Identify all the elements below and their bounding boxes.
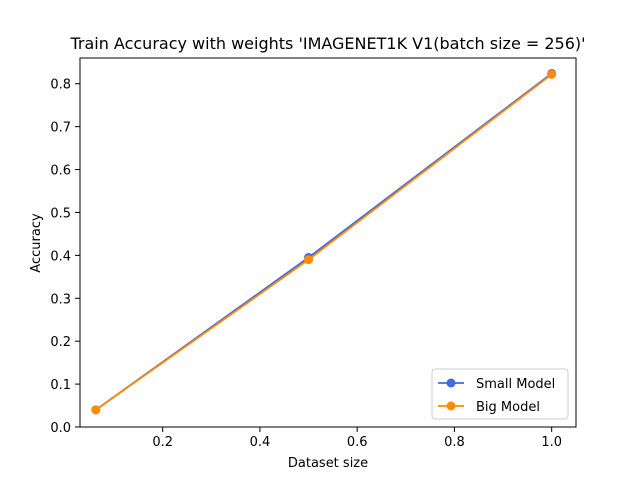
y-tick-label: 0.8 <box>50 78 71 93</box>
y-tick-label: 0.5 <box>50 206 71 221</box>
axes-frame <box>79 57 577 428</box>
legend-label: Big Model <box>476 400 540 415</box>
legend-box <box>431 368 569 420</box>
legend-marker <box>446 401 456 411</box>
data-point <box>304 255 314 265</box>
y-tick-label: 0.4 <box>50 249 71 264</box>
data-point <box>91 405 101 415</box>
y-tick-label: 0.6 <box>50 164 71 179</box>
y-tick-label: 0.1 <box>50 378 71 393</box>
legend-label: Small Model <box>476 377 555 392</box>
x-axis-title: Dataset size <box>288 456 368 471</box>
y-axis-title: Accuracy <box>29 213 44 273</box>
legend: Small Model Big Model <box>431 368 569 420</box>
data-point <box>547 69 557 79</box>
y-tick-label: 0.2 <box>50 335 71 350</box>
x-tick-label: 0.2 <box>152 435 173 450</box>
legend-marker <box>446 378 456 388</box>
x-tick-label: 1.0 <box>541 435 562 450</box>
plot-area: 0.2 0.4 0.6 0.8 1.0 0.0 0.1 0.2 0.3 0.4 0.5 0.6 0.7 0… <box>50 57 577 450</box>
x-tick-label: 0.4 <box>250 435 271 450</box>
series-line <box>95 72 553 411</box>
y-tick-label: 0.7 <box>50 121 71 136</box>
y-tick-label: 0.3 <box>50 292 71 307</box>
x-tick-label: 0.8 <box>444 435 465 450</box>
chart-title: Train Accuracy with weights 'IMAGENET1K … <box>69 34 585 53</box>
y-tick-label: 0.0 <box>50 421 71 436</box>
x-tick-label: 0.6 <box>347 435 368 450</box>
